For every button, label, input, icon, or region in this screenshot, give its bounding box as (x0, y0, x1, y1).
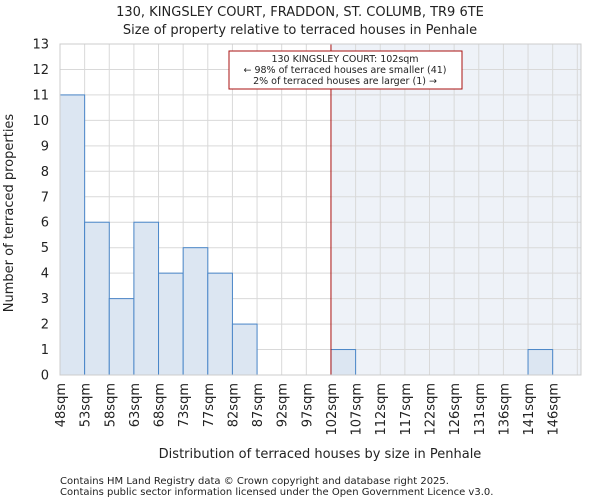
x-tick-label: 131sqm (473, 383, 488, 436)
bar (108, 298, 135, 376)
x-tick-label: 112sqm (374, 383, 389, 436)
x-tick-label: 141sqm (522, 383, 537, 436)
x-tick-label: 48sqm (54, 383, 69, 427)
x-tick-label: 58sqm (103, 383, 118, 427)
y-tick-label: 13 (32, 38, 49, 53)
shade-layer (330, 44, 581, 375)
y-tick-label: 5 (41, 241, 49, 256)
y-tick-label: 10 (32, 114, 49, 129)
x-tick-label: 68sqm (153, 383, 168, 427)
annotation-rect (228, 50, 463, 90)
x-tick-labels: 48sqm 53sqm 58sqm 63sqm 68sqm 73sqm 77sqm 82sqm… (54, 383, 562, 436)
x-tick-label: 73sqm (177, 383, 192, 427)
y-tick-label: 1 (41, 343, 49, 358)
bar (207, 272, 233, 376)
y-tick-label: 9 (41, 139, 49, 154)
x-tick-label: 97sqm (300, 383, 315, 427)
x-tick-label: 102sqm (325, 383, 340, 436)
footer-line1: Contains HM Land Registry data © Crown c… (60, 476, 449, 487)
y-tick-label: 6 (41, 216, 49, 231)
chart-title-line2: Size of property relative to terraced ho… (123, 23, 477, 38)
bar-layer (59, 94, 554, 376)
x-axis-label: Distribution of terraced houses by size … (159, 447, 482, 462)
bar (182, 247, 209, 376)
y-tick-label: 0 (41, 369, 49, 384)
y-tick-label: 11 (32, 88, 49, 103)
x-tick-label: 92sqm (276, 383, 291, 427)
x-tick-label: 122sqm (424, 383, 439, 436)
plot-frame (59, 43, 582, 376)
annotation-line3: 2% of terraced houses are larger (1) → (253, 76, 437, 87)
bar (158, 272, 184, 376)
bar (231, 323, 258, 376)
bar (330, 349, 357, 376)
y-tick-label: 12 (32, 63, 49, 78)
annotation-line2: ← 98% of terraced houses are smaller (41… (243, 65, 446, 76)
bar (527, 349, 554, 376)
x-tick-label: 107sqm (350, 383, 365, 436)
x-tick-label: 136sqm (497, 383, 512, 436)
footer-line2: Contains public sector information licen… (60, 487, 493, 498)
annotation-box: 130 KINGSLEY COURT: 102sqm ← 98% of terr… (228, 50, 463, 90)
chart-title-line1: 130, KINGSLEY COURT, FRADDON, ST. COLUMB… (116, 5, 484, 20)
y-tick-label: 8 (41, 165, 49, 180)
bar (133, 221, 160, 376)
y-tick-label: 7 (41, 190, 49, 205)
x-tick-label: 146sqm (547, 383, 562, 436)
y-tick-label: 4 (41, 267, 49, 282)
bar (59, 94, 86, 376)
x-tick-label: 77sqm (202, 383, 217, 427)
x-tick-label: 87sqm (251, 383, 266, 427)
annotation-line1: 130 KINGSLEY COURT: 102sqm (271, 54, 418, 65)
x-tick-label: 63sqm (128, 383, 143, 427)
y-tick-label: 3 (41, 292, 49, 307)
bar (84, 221, 110, 376)
x-tick-label: 126sqm (448, 383, 463, 436)
x-tick-label: 117sqm (399, 383, 414, 436)
x-tick-label: 53sqm (79, 383, 94, 427)
shaded-region (330, 44, 581, 375)
y-axis-label: Number of terraced properties (2, 114, 17, 313)
x-tick-label: 82sqm (226, 383, 241, 427)
y-tick-label: 2 (41, 318, 49, 333)
